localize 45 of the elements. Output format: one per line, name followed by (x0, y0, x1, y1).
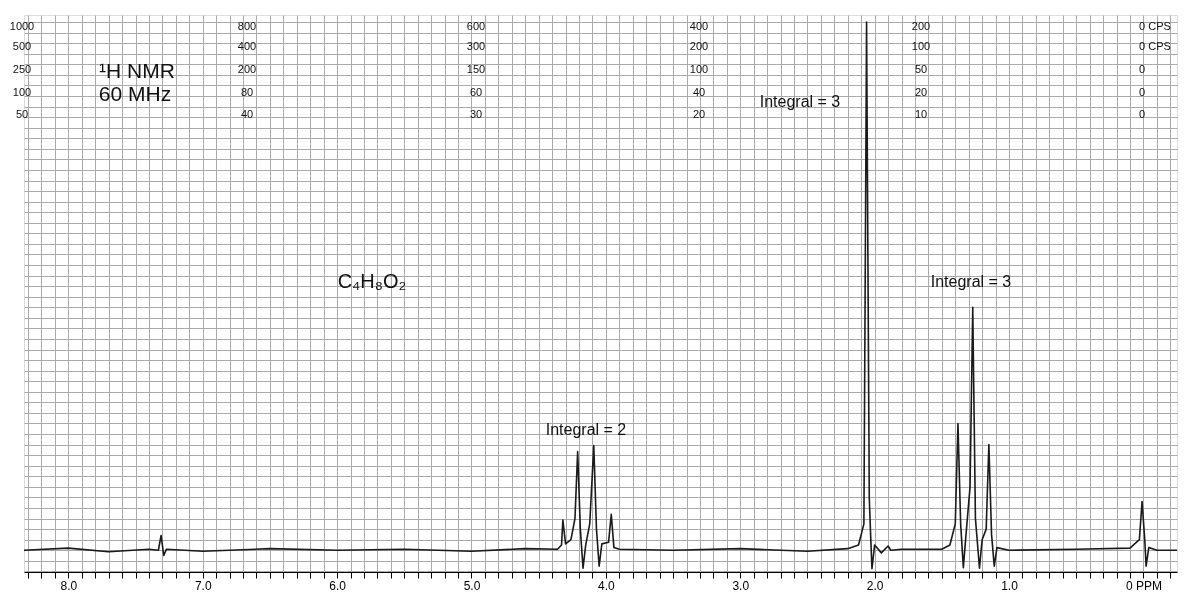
annotation: 100 (689, 63, 709, 75)
annotation: 50 (914, 63, 928, 75)
annotation: Integral = 3 (759, 93, 841, 110)
annotation: 0 (1138, 63, 1146, 75)
annotation: Integral = 3 (930, 273, 1012, 290)
annotation: 100 (911, 40, 931, 52)
annotation: 500 (12, 40, 32, 52)
annotation: 200 (689, 40, 709, 52)
annotation: 300 (466, 40, 486, 52)
annotation: 30 (469, 108, 483, 120)
annotation: 1000 (9, 20, 35, 32)
x-tick-label: 6.0 (329, 578, 347, 593)
annotation: C₄H₈O₂ (337, 270, 407, 292)
annotation: 150 (466, 63, 486, 75)
annotation: 250 (12, 63, 32, 75)
annotation: 40 (240, 108, 254, 120)
annotation: 10 (914, 108, 928, 120)
annotation: Integral = 2 (545, 421, 627, 438)
annotation: 800 (237, 20, 257, 32)
annotation: 0 CPS (1139, 40, 1171, 52)
annotation: ¹H NMR (99, 59, 175, 82)
annotation: 200 (911, 20, 931, 32)
x-tick-label: 2.0 (866, 578, 884, 593)
annotation: 50 (15, 108, 29, 120)
annotation: 0 (1138, 86, 1146, 98)
x-tick-label: 1.0 (1001, 578, 1019, 593)
x-tick-label: 5.0 (463, 578, 481, 593)
x-tick-label: 0 PPM (1125, 578, 1162, 593)
annotation: 400 (237, 40, 257, 52)
x-tick-label: 3.0 (732, 578, 750, 593)
annotation: 100 (12, 86, 32, 98)
annotation: 0 (1138, 108, 1146, 120)
x-tick-label: 7.0 (194, 578, 212, 593)
annotation: 80 (240, 86, 254, 98)
annotation: 40 (692, 86, 706, 98)
annotation: 20 (692, 108, 706, 120)
annotation: 60 (469, 86, 483, 98)
x-tick-label: 8.0 (60, 578, 78, 593)
annotation: 60 MHz (98, 82, 172, 105)
annotation: 200 (237, 63, 257, 75)
annotation: 20 (914, 86, 928, 98)
annotation: 400 (689, 20, 709, 32)
annotation: 600 (466, 20, 486, 32)
annotation: 0 CPS (1139, 20, 1171, 32)
x-tick-label: 4.0 (598, 578, 616, 593)
